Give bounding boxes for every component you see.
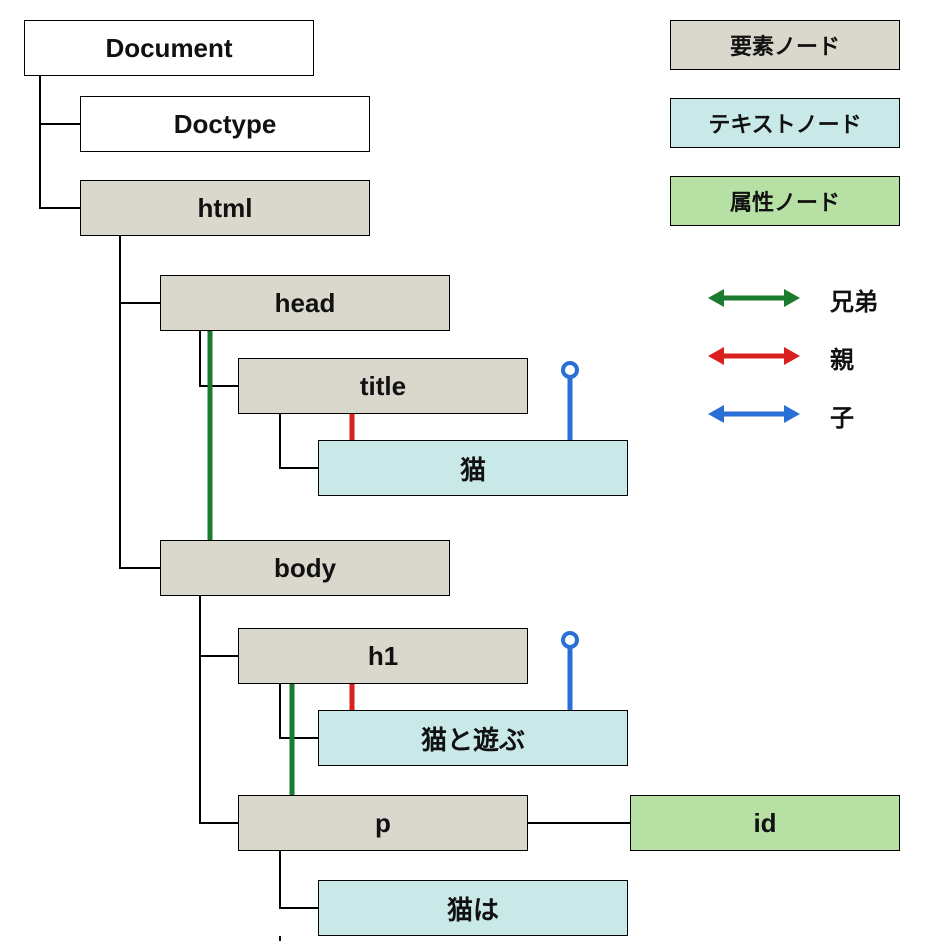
node-body: body [160,540,450,596]
node-document: Document [24,20,314,76]
node-p: p [238,795,528,851]
legend-arrow-label-child: 子 [830,398,854,433]
node-h1: h1 [238,628,528,684]
node-title_txt: 猫 [318,440,628,496]
node-doctype: Doctype [80,96,370,152]
node-p_id: id [630,795,900,851]
legend-box-attr: 属性ノード [670,176,900,226]
node-html: html [80,180,370,236]
legend-box-element: 要素ノード [670,20,900,70]
node-p_txt: 猫は [318,880,628,936]
legend-arrow-label-parent: 親 [830,340,854,375]
legend-box-text: テキストノード [670,98,900,148]
legend-arrow-label-sibling: 兄弟 [830,282,878,317]
node-head: head [160,275,450,331]
node-h1_txt: 猫と遊ぶ [318,710,628,766]
node-title: title [238,358,528,414]
